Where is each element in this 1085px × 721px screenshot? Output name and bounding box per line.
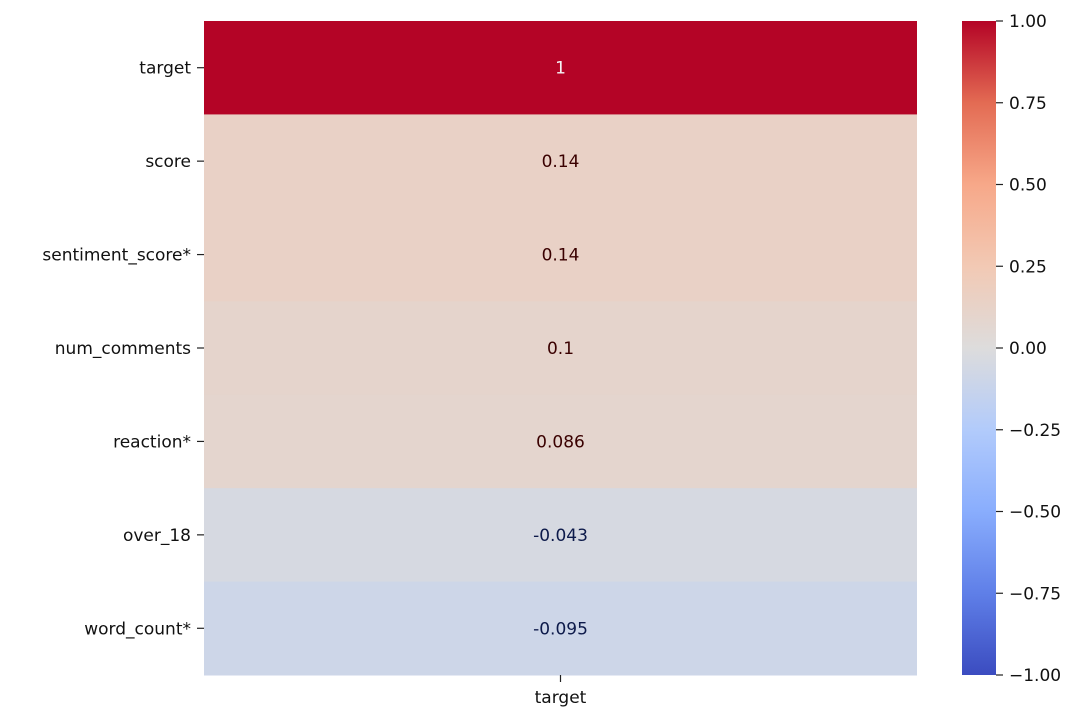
heatmap-cell: [204, 581, 917, 676]
cell-annotation: 0.1: [547, 339, 574, 359]
heatmap-cell: [204, 301, 917, 396]
cell-annotation: -0.043: [533, 526, 588, 546]
heatmap-cell: [204, 207, 917, 302]
colorbar-tick-label: −0.25: [1009, 421, 1061, 441]
y-tick-label: sentiment_score*: [42, 246, 191, 266]
colorbar: [962, 21, 996, 675]
colorbar-tick-label: −0.75: [1009, 584, 1061, 604]
x-tick-label: target: [535, 688, 587, 708]
cell-annotation: 0.14: [542, 152, 580, 172]
cell-annotation: 0.14: [542, 246, 580, 266]
cell-annotation: 0.086: [536, 432, 585, 452]
colorbar-ticks: 1.00 0.75 0.50 0.25 0.00 −0.25 −0.50 −0.75 −1.00: [996, 12, 1061, 686]
heatmap-cell: [204, 21, 917, 115]
cell-annotation: -0.095: [533, 619, 588, 639]
colorbar-tick-label: 0.50: [1009, 176, 1047, 196]
y-tick-label: score: [145, 152, 191, 172]
x-axis-ticks: target: [535, 675, 587, 708]
colorbar-tick-label: −0.50: [1009, 503, 1061, 523]
y-tick-label: target: [139, 59, 191, 79]
heatmap-cell: [204, 394, 917, 489]
colorbar-tick-label: 0.75: [1009, 94, 1047, 114]
y-tick-label: over_18: [123, 526, 191, 546]
y-tick-label: reaction*: [113, 432, 191, 452]
heatmap-cell: [204, 114, 917, 209]
heatmap-cells: [204, 21, 917, 676]
y-tick-label: word_count*: [84, 619, 191, 639]
cell-annotations: 1 0.14 0.14 0.1 0.086 -0.043 -0.095: [533, 59, 588, 640]
colorbar-tick-label: 0.00: [1009, 339, 1047, 359]
colorbar-tick-label: 0.25: [1009, 257, 1047, 277]
colorbar-tick-label: −1.00: [1009, 666, 1061, 686]
cell-annotation: 1: [555, 59, 566, 79]
y-tick-label: num_comments: [55, 339, 191, 359]
heatmap-cell: [204, 488, 917, 583]
colorbar-tick-label: 1.00: [1009, 12, 1047, 32]
y-axis-ticks: target score sentiment_score* num_commentsr…: [42, 59, 204, 639]
